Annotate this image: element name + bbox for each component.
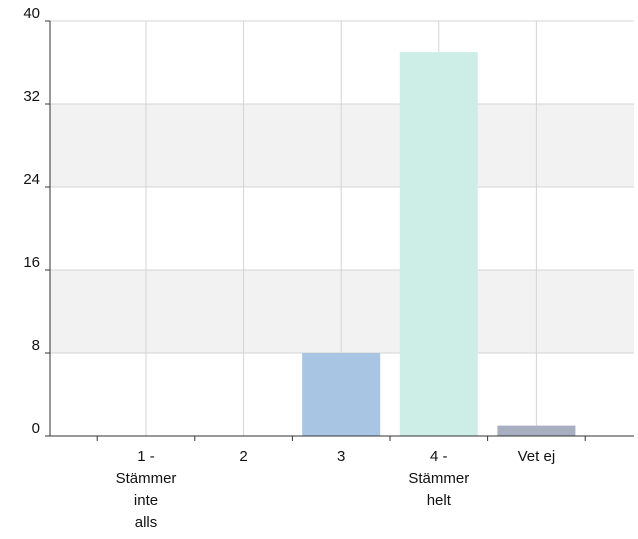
axes	[45, 20, 634, 441]
x-category-label-line: 3	[337, 448, 345, 465]
x-category-label: 4 - Stämmer helt	[408, 448, 469, 509]
x-category-label-line: helt	[427, 492, 452, 509]
y-tick-label: 32	[23, 88, 40, 105]
y-tick-label: 0	[32, 420, 40, 437]
x-category-label-line: 4 -	[430, 448, 448, 465]
background-bands	[50, 104, 634, 353]
x-category-label-line: Vet ej	[518, 448, 556, 465]
x-category-label-line: Stämmer	[408, 470, 469, 487]
y-tick-label: 24	[23, 171, 40, 188]
grid-band	[50, 104, 634, 187]
bar	[302, 353, 381, 436]
x-category-label-line: alls	[135, 514, 158, 531]
bar	[399, 52, 478, 436]
x-category-label: 1 - Stämmer inte alls	[116, 448, 177, 531]
bar	[497, 425, 576, 436]
x-category-label-line: Stämmer	[116, 470, 177, 487]
y-tick-label: 8	[32, 337, 40, 354]
x-category-label-line: 2	[239, 448, 247, 465]
x-category-label: 3	[337, 448, 345, 465]
x-category-label: Vet ej	[518, 448, 556, 465]
x-category-label-line: 1 -	[137, 448, 155, 465]
grid-band	[50, 270, 634, 353]
x-category-label-line: inte	[134, 492, 158, 509]
x-category-label: 2	[239, 448, 247, 465]
x-tick-labels: 1 - Stämmer inte alls 2 3 4 - Stämmer helt Vet ej	[116, 448, 556, 531]
y-tick-label: 16	[23, 254, 40, 271]
y-tick-labels: 0 8 16 24 32 40	[23, 5, 40, 437]
bars	[302, 52, 576, 436]
y-tick-label: 40	[23, 5, 40, 22]
